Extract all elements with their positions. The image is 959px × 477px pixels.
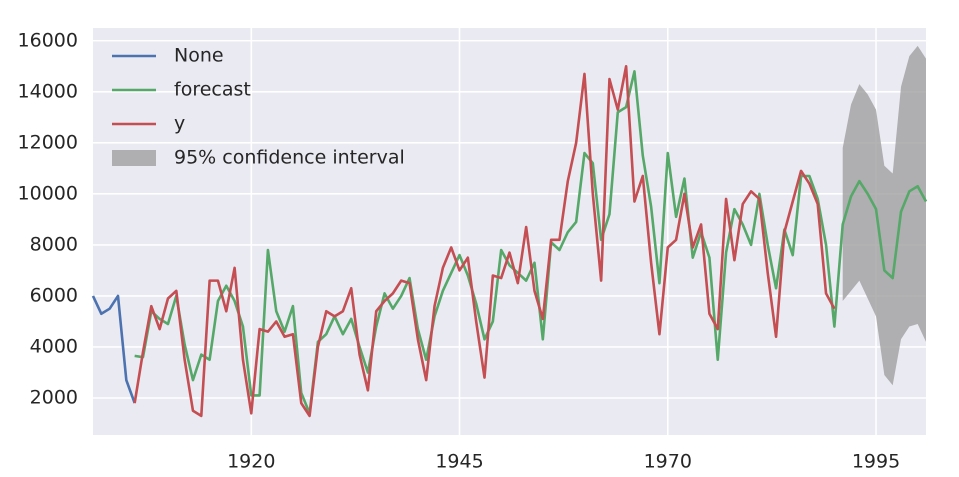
x-tick-label: 1945	[435, 451, 483, 473]
series-line	[91, 294, 136, 404]
y-tick-label: 12000	[18, 131, 78, 153]
x-tick-label: 1995	[852, 451, 900, 473]
legend-label: 95% confidence interval	[174, 147, 405, 169]
y-tick-label: 14000	[18, 80, 78, 102]
legend-swatch	[112, 150, 156, 166]
series-line	[134, 70, 928, 415]
legend-label: forecast	[174, 79, 251, 101]
y-tick-label: 6000	[30, 284, 78, 306]
legend-label: None	[174, 45, 224, 67]
y-tick-label: 8000	[30, 233, 78, 255]
legend-label: y	[174, 113, 185, 135]
y-tick-label: 2000	[30, 387, 78, 409]
y-tick-label: 4000	[30, 335, 78, 357]
x-tick-label: 1970	[644, 451, 692, 473]
y-tick-label: 16000	[18, 29, 78, 51]
confidence-band	[842, 45, 926, 386]
x-tick-label: 1920	[227, 451, 275, 473]
y-tick-label: 10000	[18, 182, 78, 204]
plot-area	[93, 28, 926, 435]
series-line	[133, 64, 836, 418]
